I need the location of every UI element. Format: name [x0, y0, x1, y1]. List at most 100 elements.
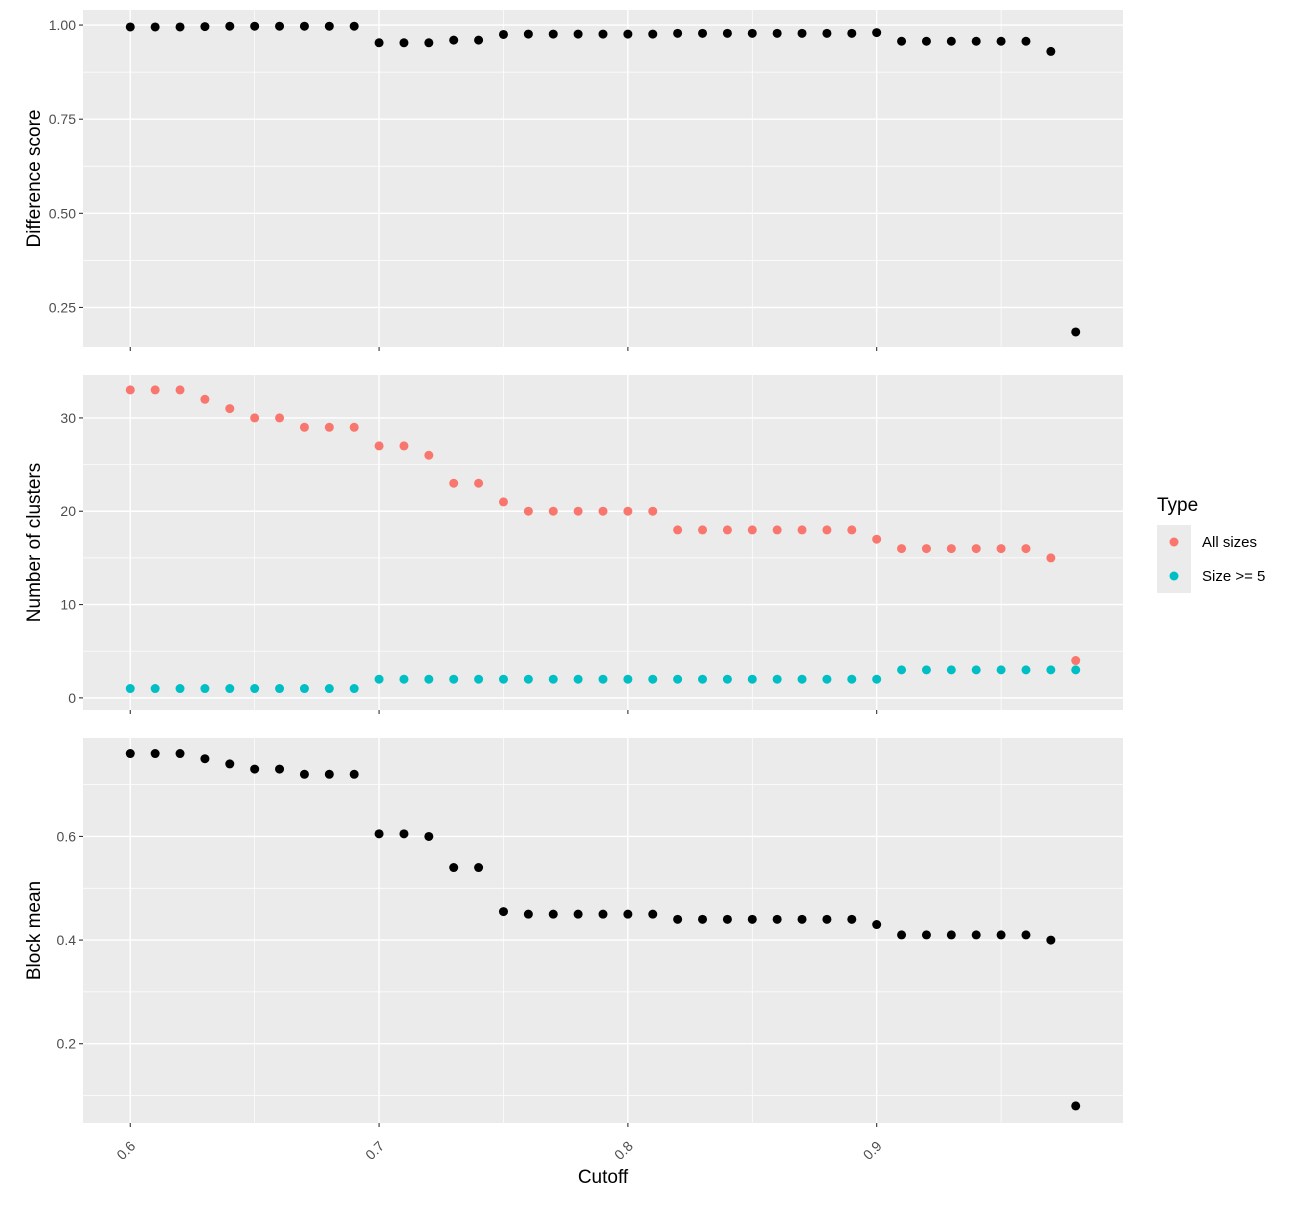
data-point: [1046, 46, 1056, 56]
data-point: [747, 914, 757, 924]
data-point: [847, 914, 857, 924]
data-point: [225, 404, 235, 414]
legend-label: All sizes: [1202, 534, 1257, 551]
data-point: [374, 829, 384, 839]
data-point: [598, 29, 608, 39]
x-tick-label: 0.6: [113, 1138, 138, 1163]
data-point: [150, 22, 160, 32]
data-point: [673, 914, 683, 924]
data-point: [349, 21, 359, 31]
data-point: [872, 534, 882, 544]
data-point: [175, 22, 185, 32]
data-point: [747, 525, 757, 535]
data-point: [449, 478, 459, 488]
data-point: [399, 38, 409, 48]
data-point: [573, 29, 583, 39]
y-tick-label: 30: [60, 410, 76, 426]
data-point: [573, 506, 583, 516]
data-point: [598, 506, 608, 516]
data-point: [996, 665, 1006, 675]
data-point: [424, 674, 434, 684]
y-tick-label: 0.2: [57, 1036, 77, 1052]
data-point: [698, 525, 708, 535]
data-point: [523, 506, 533, 516]
data-point: [648, 674, 658, 684]
data-point: [648, 506, 658, 516]
y-axis-title: Difference score: [24, 110, 45, 248]
data-point: [250, 413, 260, 423]
panel-background: [83, 10, 1123, 347]
data-point: [125, 385, 135, 395]
data-point: [424, 450, 434, 460]
data-point: [324, 684, 334, 694]
data-point: [722, 914, 732, 924]
data-point: [1046, 553, 1056, 563]
data-point: [971, 665, 981, 675]
data-point: [498, 497, 508, 507]
data-point: [548, 674, 558, 684]
data-point: [200, 754, 210, 764]
data-point: [225, 759, 235, 769]
data-point: [275, 21, 285, 31]
data-point: [946, 665, 956, 675]
series-1: [125, 749, 1081, 1111]
y-tick-label: 10: [60, 597, 76, 613]
data-point: [125, 749, 135, 759]
data-point: [474, 863, 484, 873]
data-point: [698, 674, 708, 684]
data-point: [498, 907, 508, 917]
data-point: [424, 831, 434, 841]
legend: Type All sizes Size >= 5: [1157, 495, 1265, 593]
data-point: [772, 28, 782, 38]
data-point: [275, 764, 285, 774]
data-point: [623, 506, 633, 516]
data-point: [921, 544, 931, 554]
data-point: [921, 36, 931, 46]
data-point: [250, 21, 260, 31]
data-point: [797, 525, 807, 535]
y-tick-label: 20: [60, 503, 76, 519]
data-point: [1021, 36, 1031, 46]
data-point: [747, 674, 757, 684]
legend-label: Size >= 5: [1202, 568, 1265, 585]
data-point: [548, 506, 558, 516]
data-point: [225, 21, 235, 31]
panel-1: 0.25 0.50 0.75 1.00 Difference score: [24, 10, 1123, 351]
data-point: [698, 28, 708, 38]
data-point: [523, 29, 533, 39]
data-point: [971, 544, 981, 554]
data-point: [523, 674, 533, 684]
data-point: [399, 441, 409, 451]
data-point: [797, 28, 807, 38]
data-point: [299, 769, 309, 779]
data-point: [349, 769, 359, 779]
data-point: [150, 749, 160, 759]
data-point: [200, 22, 210, 32]
data-point: [349, 684, 359, 694]
data-point: [1071, 656, 1081, 666]
data-point: [299, 422, 309, 432]
data-point: [847, 28, 857, 38]
data-point: [125, 22, 135, 32]
data-point: [971, 930, 981, 940]
y-tick-label: 1.00: [49, 17, 76, 33]
data-point: [1071, 665, 1081, 675]
data-point: [648, 29, 658, 39]
data-point: [225, 684, 235, 694]
data-point: [200, 394, 210, 404]
x-axis-title: Cutoff: [578, 1167, 629, 1188]
data-point: [175, 684, 185, 694]
y-axis-title: Block mean: [24, 881, 45, 980]
data-point: [250, 684, 260, 694]
y-tick-label: 0.50: [49, 205, 76, 221]
data-point: [897, 544, 907, 554]
data-point: [722, 525, 732, 535]
data-point: [1071, 1101, 1081, 1111]
data-point: [946, 36, 956, 46]
data-point: [996, 36, 1006, 46]
data-point: [722, 674, 732, 684]
data-point: [797, 914, 807, 924]
data-point: [474, 674, 484, 684]
data-point: [275, 413, 285, 423]
